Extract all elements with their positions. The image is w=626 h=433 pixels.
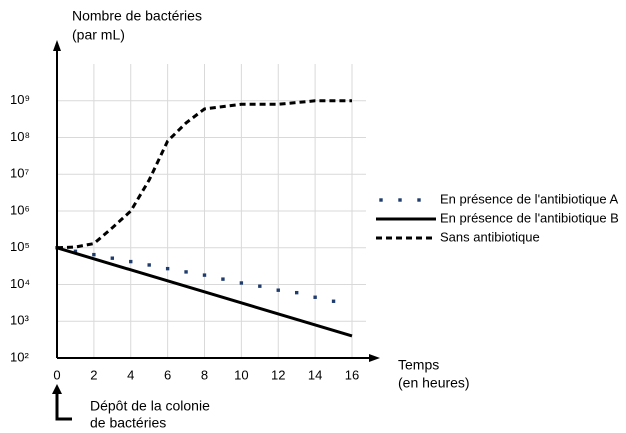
y-tick-label: 10⁸ [10, 129, 30, 144]
legend-marker [379, 198, 383, 202]
y-axis-label: (par mL) [72, 27, 125, 43]
y-tick-label: 10³ [10, 313, 29, 328]
y-tick-label: 10⁷ [10, 166, 29, 181]
plot [55, 99, 353, 338]
data-point [239, 281, 244, 285]
legend-marker [398, 198, 402, 202]
x-tick-label: 4 [127, 367, 134, 382]
x-tick-label: 2 [90, 367, 97, 382]
data-point [276, 288, 280, 292]
data-point [184, 270, 188, 274]
data-point [221, 277, 225, 281]
legend-label: En présence de l'antibiotique A [440, 191, 618, 206]
data-point [294, 290, 299, 295]
x-tick-label: 0 [53, 367, 60, 382]
legend-label: En présence de l'antibiotique B [440, 210, 619, 225]
series-line [56, 99, 352, 250]
x-tick-label: 16 [345, 367, 359, 382]
series-line [56, 246, 353, 338]
annotation-arrowhead [52, 384, 62, 394]
data-point [147, 263, 151, 267]
y-tick-label: 10⁹ [10, 92, 30, 107]
annotation: Dépôt de la colonie [90, 398, 210, 414]
y-axis-label: Nombre de bactéries [72, 8, 202, 24]
data-point [110, 256, 115, 260]
data-point [165, 266, 170, 271]
x-axis-label: Temps [398, 357, 439, 373]
x-axis-label: (en heures) [398, 375, 470, 391]
annotation: de bactéries [90, 415, 166, 431]
data-point [92, 252, 96, 257]
x-tick-label: 6 [164, 367, 171, 382]
y-tick-label: 10² [10, 349, 29, 364]
x-tick-label: 14 [308, 367, 322, 382]
annotation-arrow [55, 392, 72, 421]
grid [56, 64, 366, 359]
data-point [129, 259, 133, 264]
legend-marker [417, 198, 421, 202]
data-point [258, 284, 262, 288]
x-axis-arrow [369, 354, 380, 362]
x-tick-label: 12 [271, 367, 285, 382]
legend-label: Sans antibiotique [440, 229, 540, 244]
data-point [313, 295, 317, 299]
x-tick-label: 8 [201, 367, 208, 382]
data-point [73, 249, 78, 254]
y-axis-arrow [53, 40, 61, 51]
data-point [202, 273, 207, 277]
data-point [331, 299, 336, 303]
y-tick-label: 10⁶ [10, 202, 30, 217]
y-tick-label: 10⁵ [10, 239, 30, 254]
x-tick-label: 10 [234, 367, 248, 382]
y-tick-label: 10⁴ [10, 276, 30, 291]
